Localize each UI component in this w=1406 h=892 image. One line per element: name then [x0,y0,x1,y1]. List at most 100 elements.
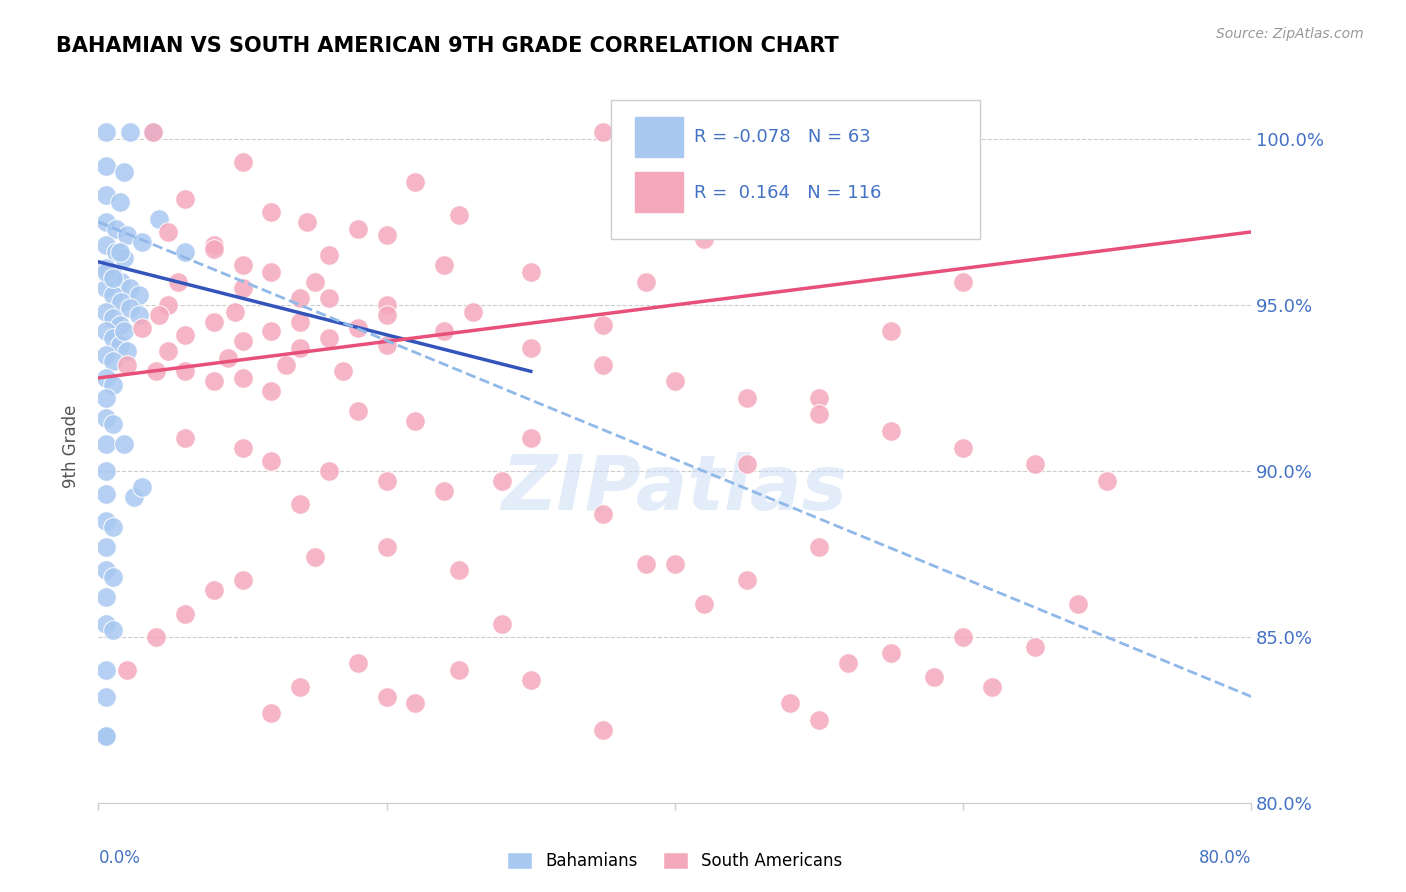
Point [664,374,686,388]
Point [260,706,283,721]
Point [117,344,139,359]
Point [837,657,859,671]
Point [128,308,150,322]
Point [94,281,117,295]
Text: Source: ZipAtlas.com: Source: ZipAtlas.com [1216,27,1364,41]
Point [447,208,470,222]
Point [735,391,758,405]
Point [779,696,801,710]
Point [375,228,398,243]
Point [142,125,165,139]
Point [375,298,398,312]
Point [112,252,135,266]
Point [202,242,225,256]
FancyBboxPatch shape [634,172,683,212]
Point [101,570,124,584]
Point [101,331,124,345]
Point [520,265,543,279]
Point [260,325,283,339]
Point [375,690,398,704]
Point [224,304,246,318]
Point [735,457,758,471]
Point [145,630,167,644]
Text: R =  0.164   N = 116: R = 0.164 N = 116 [695,184,882,202]
Point [346,321,368,335]
Point [110,294,132,309]
Point [807,540,830,554]
Point [94,730,117,744]
Point [131,481,153,495]
Point [94,487,117,501]
Point [148,211,170,226]
Point [332,364,354,378]
Point [112,325,135,339]
Point [880,424,903,438]
FancyBboxPatch shape [612,100,980,239]
Point [148,308,170,322]
Point [101,271,124,285]
Point [94,238,117,252]
Point [112,165,135,179]
Point [290,291,312,305]
Point [880,325,903,339]
Point [117,663,139,677]
Point [101,377,124,392]
Point [952,275,974,289]
Point [101,288,124,302]
Point [447,663,470,677]
Point [491,474,513,488]
Point [318,248,340,262]
Point [231,258,254,272]
Point [1097,474,1119,488]
Point [94,410,117,425]
Point [260,265,283,279]
Point [117,228,139,243]
Point [664,557,686,571]
Point [952,441,974,455]
Point [1024,640,1046,654]
Point [128,288,150,302]
Text: ZIPatlas: ZIPatlas [502,452,848,525]
Point [202,238,225,252]
Point [375,338,398,352]
Point [112,437,135,451]
Point [318,291,340,305]
Point [1067,597,1090,611]
Point [108,338,131,352]
Point [297,215,319,229]
Point [174,244,197,259]
Point [433,483,456,498]
Point [346,404,368,418]
Text: R = -0.078   N = 63: R = -0.078 N = 63 [695,128,872,146]
Point [94,265,117,279]
Point [433,258,456,272]
Point [94,564,117,578]
Point [290,341,312,355]
Point [108,195,131,210]
Point [491,616,513,631]
Point [520,341,543,355]
Point [156,344,179,359]
Point [231,334,254,349]
Point [346,657,368,671]
Point [592,358,614,372]
Point [156,298,179,312]
Point [231,441,254,455]
Point [592,507,614,521]
Point [304,550,326,565]
Point [174,192,197,206]
Point [94,590,117,604]
Text: 80.0%: 80.0% [1199,849,1251,867]
Point [375,308,398,322]
Point [94,514,117,528]
Text: BAHAMIAN VS SOUTH AMERICAN 9TH GRADE CORRELATION CHART: BAHAMIAN VS SOUTH AMERICAN 9TH GRADE COR… [56,36,839,55]
Point [94,159,117,173]
Point [145,364,167,378]
Point [231,371,254,385]
Point [274,358,297,372]
Point [202,374,225,388]
Point [174,327,197,342]
Point [94,215,117,229]
Point [101,268,124,282]
Point [405,696,427,710]
